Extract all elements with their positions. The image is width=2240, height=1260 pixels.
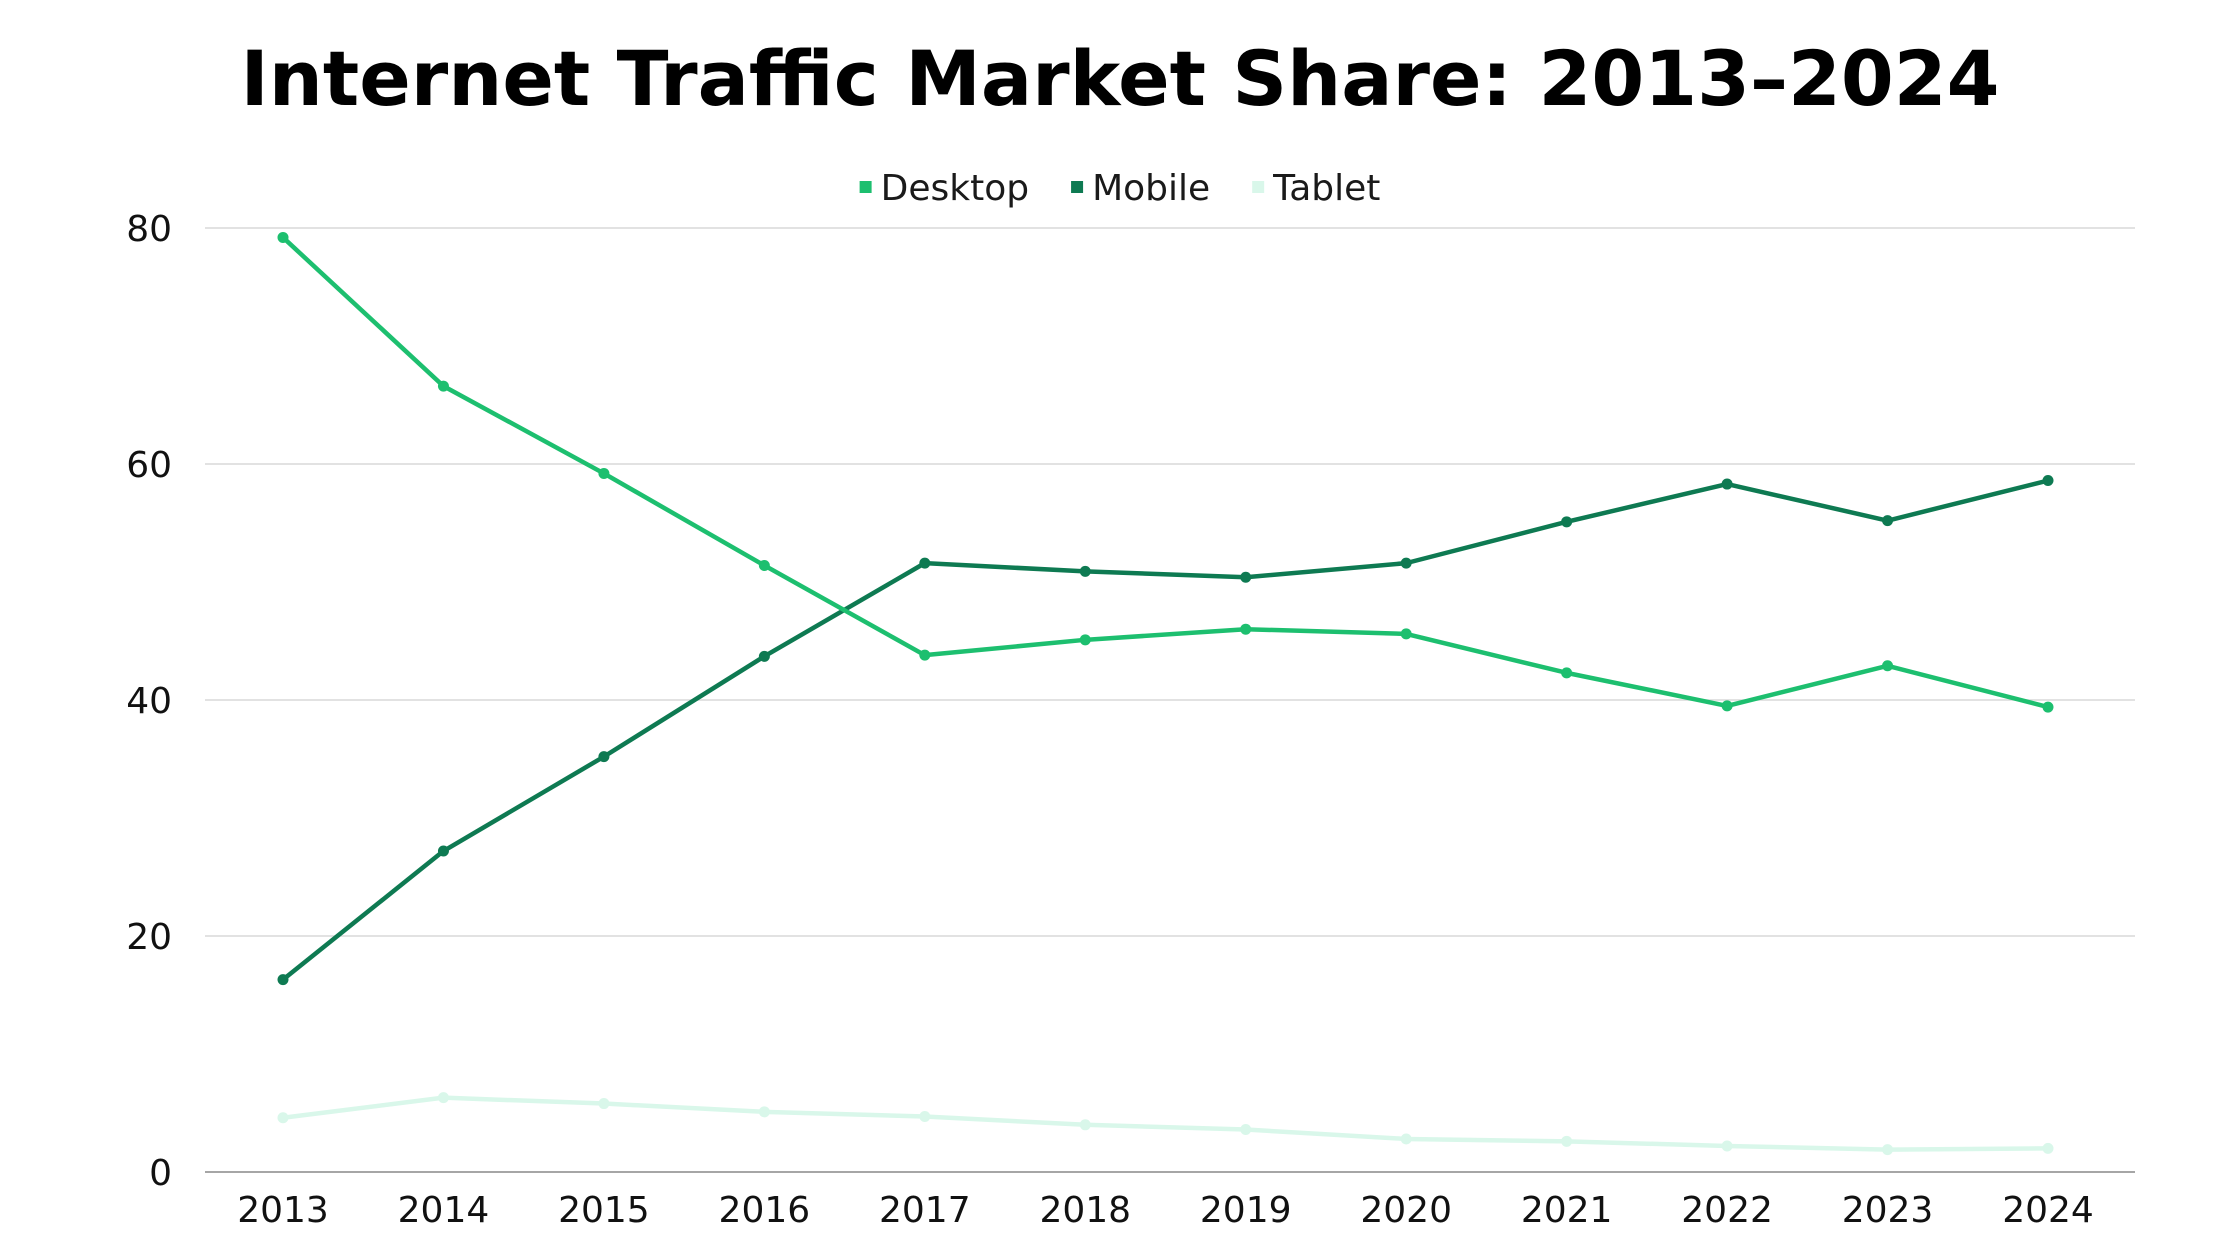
x-tick-label: 2022 (1681, 1190, 1773, 1231)
data-point-desktop (1400, 628, 1412, 640)
data-point-tablet (277, 1112, 289, 1124)
legend-swatch (1252, 181, 1265, 193)
x-tick-label: 2023 (1842, 1190, 1934, 1231)
data-point-tablet (1721, 1140, 1733, 1152)
x-tick-label: 2020 (1360, 1190, 1452, 1231)
data-point-tablet (919, 1111, 931, 1123)
legend-label: Mobile (1092, 168, 1210, 209)
series-desktop (277, 231, 2054, 713)
data-point-tablet (1400, 1133, 1412, 1145)
x-tick-label: 2024 (2002, 1190, 2094, 1231)
x-tick-label: 2016 (719, 1190, 811, 1231)
data-point-desktop (277, 231, 289, 243)
data-point-desktop (1561, 667, 1573, 679)
series-line-tablet (280, 1095, 2051, 1152)
legend-label: Desktop (881, 168, 1029, 209)
legend-item-mobile: Mobile (1071, 168, 1210, 209)
y-tick-label: 80 (126, 209, 172, 250)
gridlines (205, 227, 2135, 937)
legend-swatch (859, 181, 872, 193)
data-point-mobile (1400, 557, 1412, 569)
data-point-tablet (1240, 1124, 1252, 1136)
data-point-desktop (1882, 660, 1894, 672)
series-mobile (277, 475, 2054, 986)
y-tick-label: 20 (126, 917, 172, 958)
data-point-desktop (1240, 623, 1252, 635)
series-lines (277, 231, 2054, 1156)
data-point-tablet (758, 1106, 770, 1118)
data-point-mobile (2042, 475, 2054, 487)
data-point-mobile (277, 974, 289, 986)
series-tablet (277, 1092, 2054, 1156)
data-point-tablet (1561, 1135, 1573, 1147)
series-line-desktop (280, 235, 2051, 710)
data-point-mobile (1561, 516, 1573, 528)
data-point-mobile (437, 845, 449, 857)
axes: 0 20 40 60 80 2013 2014 2015 2016 2017 2018 2019 202… (126, 209, 2135, 1231)
data-point-desktop (437, 380, 449, 392)
data-point-desktop (2042, 701, 2054, 713)
data-point-desktop (1079, 634, 1091, 646)
legend: Desktop Mobile Tablet (859, 168, 1380, 209)
data-point-mobile (1721, 478, 1733, 490)
data-point-tablet (437, 1092, 449, 1104)
data-point-desktop (919, 649, 931, 661)
data-point-tablet (1882, 1144, 1894, 1156)
data-point-desktop (758, 559, 770, 571)
legend-label: Tablet (1272, 168, 1380, 209)
x-tick-label: 2015 (558, 1190, 650, 1231)
y-tick-label: 0 (149, 1153, 172, 1194)
data-point-mobile (1882, 515, 1894, 527)
data-point-desktop (1721, 700, 1733, 712)
data-point-mobile (1079, 565, 1091, 577)
data-point-mobile (598, 751, 610, 763)
x-tick-label: 2019 (1200, 1190, 1292, 1231)
data-point-tablet (1079, 1119, 1091, 1131)
series-line-mobile (280, 478, 2051, 982)
x-tick-label: 2013 (237, 1190, 329, 1231)
data-point-tablet (2042, 1142, 2054, 1154)
data-point-mobile (758, 650, 770, 662)
x-tick-label: 2014 (398, 1190, 490, 1231)
data-point-mobile (919, 557, 931, 569)
y-tick-label: 60 (126, 445, 172, 486)
y-tick-label: 40 (126, 681, 172, 722)
data-point-tablet (598, 1098, 610, 1110)
x-tick-label: 2021 (1521, 1190, 1613, 1231)
legend-item-desktop: Desktop (859, 168, 1029, 209)
x-tick-label: 2017 (879, 1190, 971, 1231)
chart-title: Internet Traffic Market Share: 2013–2024 (241, 34, 2000, 123)
x-tick-label: 2018 (1039, 1190, 1131, 1231)
data-point-mobile (1240, 571, 1252, 583)
legend-swatch (1071, 181, 1084, 193)
legend-item-tablet: Tablet (1252, 168, 1380, 209)
data-point-desktop (598, 467, 610, 479)
